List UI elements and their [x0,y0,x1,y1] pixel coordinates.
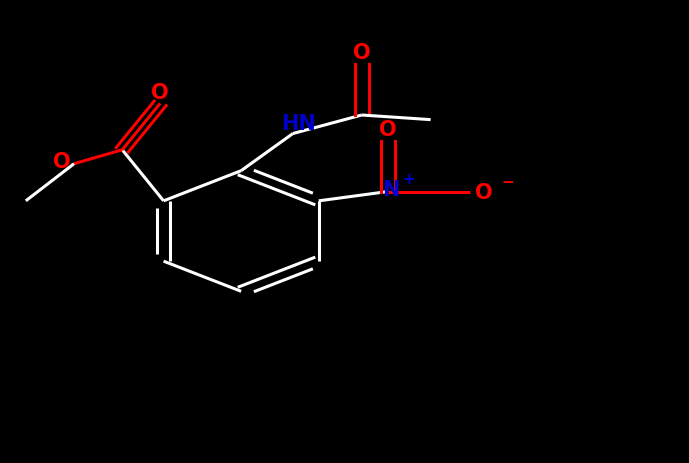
Text: O: O [379,119,396,140]
Text: O: O [475,182,493,202]
Text: N: N [382,180,400,200]
Text: O: O [152,82,169,103]
Text: −: − [502,175,515,189]
Text: O: O [353,43,371,63]
Text: HN: HN [281,114,316,134]
Text: +: + [402,172,415,187]
Text: O: O [53,152,70,172]
